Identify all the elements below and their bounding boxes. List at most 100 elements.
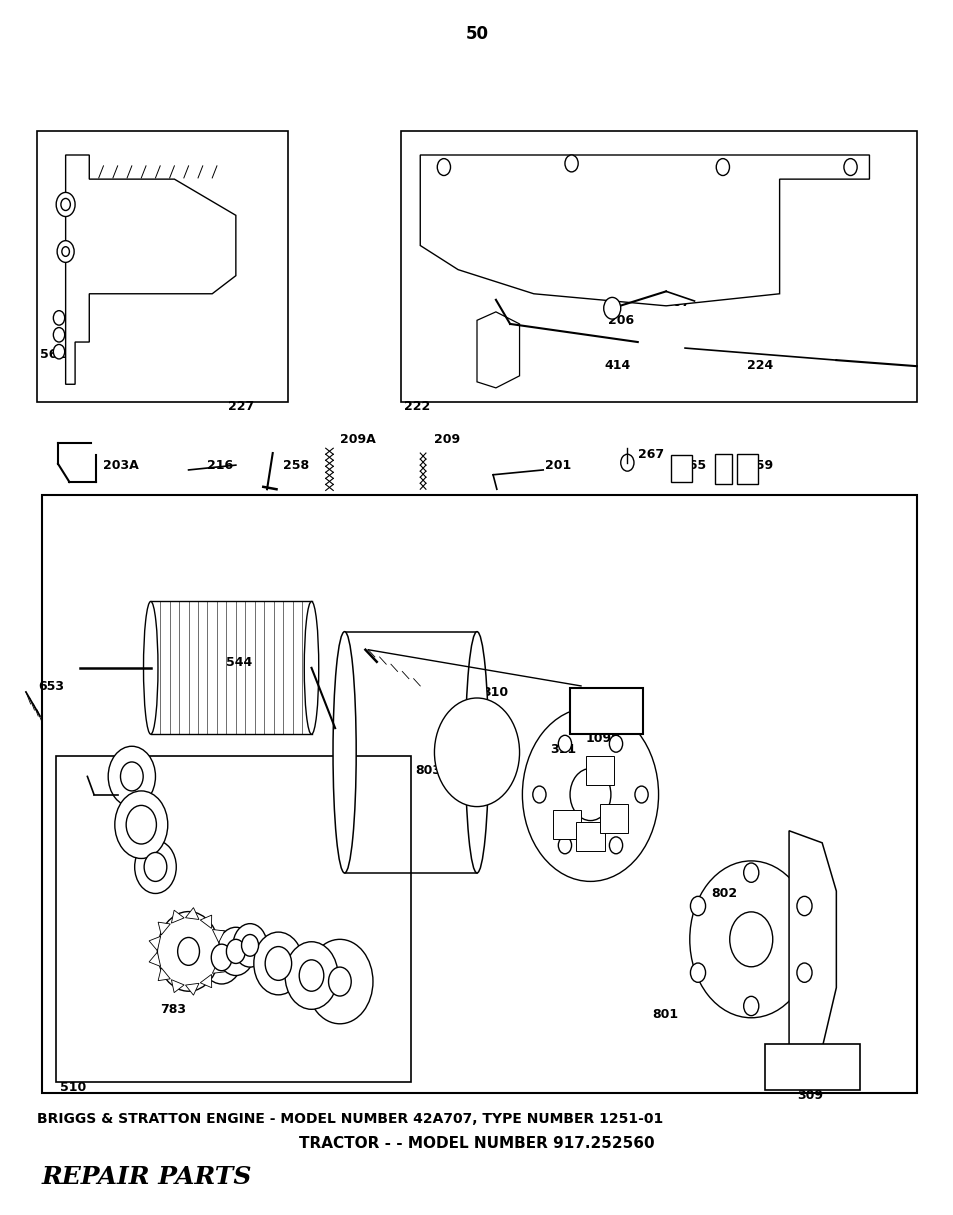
Text: 510: 510 — [60, 1080, 86, 1094]
Bar — [737, 454, 757, 485]
Polygon shape — [420, 156, 868, 306]
Circle shape — [241, 934, 258, 956]
Bar — [569, 689, 642, 734]
Circle shape — [201, 931, 242, 984]
Polygon shape — [200, 915, 212, 928]
Bar — [764, 1045, 859, 1090]
Polygon shape — [213, 929, 224, 943]
Polygon shape — [158, 922, 171, 936]
Bar — [585, 756, 614, 785]
Polygon shape — [185, 908, 199, 920]
Circle shape — [61, 198, 71, 210]
Bar — [37, 131, 288, 402]
Text: 311: 311 — [549, 742, 576, 756]
Text: 783: 783 — [160, 1004, 186, 1016]
Text: 562: 562 — [40, 347, 66, 361]
Circle shape — [114, 791, 168, 859]
Circle shape — [609, 837, 622, 854]
Circle shape — [285, 942, 337, 1010]
Circle shape — [690, 963, 705, 982]
Circle shape — [635, 786, 647, 803]
Bar — [670, 456, 691, 482]
Circle shape — [53, 311, 65, 326]
Circle shape — [157, 911, 219, 991]
Bar — [715, 454, 732, 485]
Text: 207: 207 — [663, 296, 690, 309]
Circle shape — [56, 192, 75, 216]
Bar — [401, 131, 916, 402]
Circle shape — [253, 932, 303, 995]
Ellipse shape — [465, 632, 488, 872]
Circle shape — [620, 454, 634, 471]
Bar — [42, 496, 916, 1092]
Circle shape — [609, 735, 622, 752]
Text: 222: 222 — [404, 400, 430, 413]
Circle shape — [570, 768, 610, 820]
Circle shape — [62, 247, 70, 256]
Circle shape — [690, 897, 705, 916]
Circle shape — [603, 298, 620, 320]
Circle shape — [226, 939, 245, 963]
Polygon shape — [213, 960, 224, 973]
Circle shape — [564, 156, 578, 171]
Text: 414: 414 — [604, 358, 630, 372]
Polygon shape — [172, 910, 184, 923]
Text: 265: 265 — [679, 459, 706, 473]
Polygon shape — [66, 156, 235, 384]
Polygon shape — [185, 983, 199, 995]
Text: 309: 309 — [797, 1089, 822, 1102]
Polygon shape — [476, 312, 519, 388]
Text: TRACTOR - - MODEL NUMBER 917.252560: TRACTOR - - MODEL NUMBER 917.252560 — [299, 1136, 654, 1151]
Text: 209A: 209A — [339, 433, 375, 446]
Bar — [599, 804, 628, 833]
Text: 229: 229 — [97, 254, 123, 267]
Polygon shape — [200, 974, 212, 988]
Text: 592: 592 — [97, 207, 123, 220]
Text: 50: 50 — [465, 24, 488, 43]
Text: 803: 803 — [416, 764, 441, 778]
Text: 801: 801 — [651, 1008, 678, 1021]
Polygon shape — [219, 944, 229, 959]
Circle shape — [716, 159, 729, 175]
Circle shape — [53, 344, 65, 358]
Text: 1090: 1090 — [585, 731, 620, 745]
Ellipse shape — [333, 632, 355, 872]
Circle shape — [299, 960, 323, 991]
Text: 209: 209 — [434, 433, 460, 446]
Text: 802: 802 — [711, 887, 737, 900]
Ellipse shape — [143, 601, 158, 734]
Circle shape — [53, 328, 65, 343]
Text: 203A: 203A — [103, 459, 139, 473]
Circle shape — [211, 944, 232, 971]
Polygon shape — [149, 953, 160, 966]
Circle shape — [558, 837, 571, 854]
Circle shape — [57, 241, 74, 262]
Circle shape — [126, 806, 156, 844]
Ellipse shape — [304, 601, 318, 734]
Circle shape — [216, 927, 254, 976]
Circle shape — [729, 912, 772, 967]
Circle shape — [796, 963, 811, 982]
Circle shape — [108, 746, 155, 807]
Circle shape — [743, 863, 758, 882]
Circle shape — [558, 735, 571, 752]
Bar — [552, 810, 580, 840]
Circle shape — [177, 938, 199, 966]
Polygon shape — [172, 979, 184, 993]
Circle shape — [434, 697, 519, 807]
Polygon shape — [788, 831, 836, 1059]
Text: 544: 544 — [226, 656, 253, 668]
Polygon shape — [158, 968, 171, 981]
Text: 216: 216 — [207, 459, 233, 473]
Circle shape — [532, 786, 545, 803]
Circle shape — [522, 707, 658, 881]
Circle shape — [265, 946, 292, 981]
Circle shape — [233, 923, 267, 967]
Text: BRIGGS & STRATTON ENGINE - MODEL NUMBER 42A707, TYPE NUMBER 1251-01: BRIGGS & STRATTON ENGINE - MODEL NUMBER … — [37, 1112, 663, 1126]
Text: 227: 227 — [228, 400, 254, 413]
Circle shape — [796, 897, 811, 916]
Circle shape — [328, 967, 351, 996]
Circle shape — [134, 841, 176, 893]
Circle shape — [843, 159, 856, 175]
Text: 259: 259 — [746, 459, 772, 473]
